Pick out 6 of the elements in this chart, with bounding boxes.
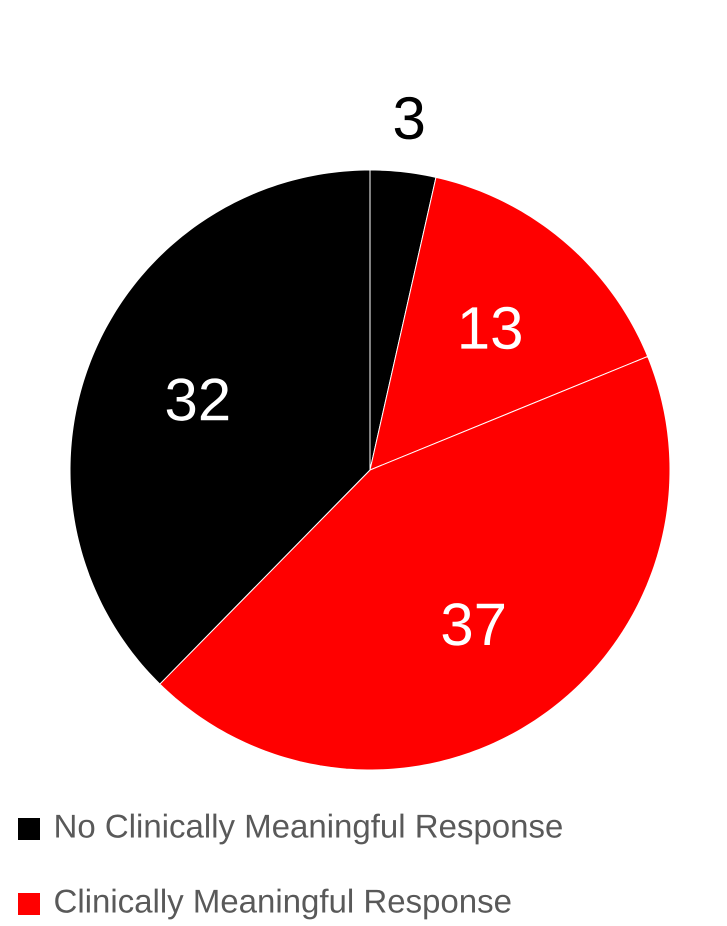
data-label: 37 xyxy=(442,603,504,646)
data-label: 3 xyxy=(394,96,424,140)
data-label: 32 xyxy=(166,378,228,421)
data-label: 13 xyxy=(461,306,521,350)
legend-label: Clinically Meaningful Response xyxy=(55,888,511,920)
legend-label: No Clinically Meaningful Response xyxy=(56,814,562,844)
